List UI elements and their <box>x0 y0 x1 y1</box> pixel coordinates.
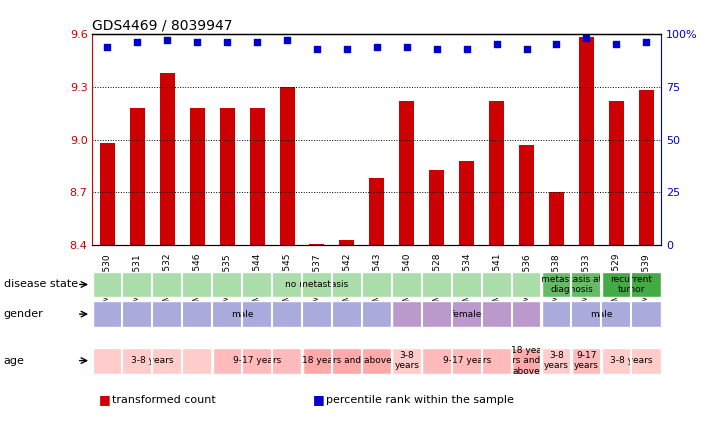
Bar <box>400 101 415 245</box>
FancyBboxPatch shape <box>93 348 212 374</box>
Point <box>581 35 592 41</box>
Bar <box>549 192 564 245</box>
Bar <box>369 179 385 245</box>
Point <box>641 39 652 46</box>
Bar <box>220 108 235 245</box>
Text: 3-8 years: 3-8 years <box>131 356 173 365</box>
Point <box>252 39 263 46</box>
Bar <box>579 37 594 245</box>
Point <box>371 43 383 50</box>
FancyBboxPatch shape <box>542 348 571 374</box>
FancyBboxPatch shape <box>303 348 391 374</box>
Point <box>221 39 232 46</box>
Bar <box>250 108 264 245</box>
Text: ■: ■ <box>313 393 324 406</box>
Text: 3-8
years: 3-8 years <box>544 351 569 370</box>
FancyBboxPatch shape <box>93 272 541 297</box>
Text: no metastasis: no metastasis <box>285 280 348 289</box>
FancyBboxPatch shape <box>213 348 301 374</box>
Point <box>401 43 412 50</box>
Bar <box>429 170 444 245</box>
Point <box>521 45 533 52</box>
Bar <box>279 87 294 245</box>
Text: gender: gender <box>4 309 43 319</box>
FancyBboxPatch shape <box>542 272 601 297</box>
Bar <box>160 73 175 245</box>
Text: disease state: disease state <box>4 280 77 289</box>
FancyBboxPatch shape <box>512 348 541 374</box>
Point <box>431 45 442 52</box>
Text: 18 yea
rs and
above: 18 yea rs and above <box>511 346 542 376</box>
Point <box>132 39 143 46</box>
Bar <box>309 244 324 245</box>
Bar <box>609 101 624 245</box>
Point <box>551 41 562 48</box>
Text: ■: ■ <box>100 393 111 406</box>
Bar <box>519 145 534 245</box>
Text: 9-17 years: 9-17 years <box>233 356 282 365</box>
Text: percentile rank within the sample: percentile rank within the sample <box>326 395 513 405</box>
Point <box>161 37 173 44</box>
Point <box>282 37 293 44</box>
Text: transformed count: transformed count <box>112 395 216 405</box>
Bar <box>130 108 145 245</box>
Bar <box>100 143 115 245</box>
Text: male: male <box>231 310 253 319</box>
Point <box>191 39 203 46</box>
FancyBboxPatch shape <box>602 272 661 297</box>
Text: 9-17
years: 9-17 years <box>574 351 599 370</box>
Bar <box>638 90 653 245</box>
Text: 9-17 years: 9-17 years <box>442 356 491 365</box>
Point <box>311 45 323 52</box>
Bar <box>459 161 474 245</box>
Text: female: female <box>451 310 482 319</box>
Bar <box>190 108 205 245</box>
Point <box>461 45 472 52</box>
Text: metastasis at
diagnosis: metastasis at diagnosis <box>541 275 602 294</box>
FancyBboxPatch shape <box>93 301 391 327</box>
Text: 3-8 years: 3-8 years <box>610 356 653 365</box>
Bar <box>339 240 354 245</box>
FancyBboxPatch shape <box>602 348 661 374</box>
Point <box>611 41 622 48</box>
Text: 3-8
years: 3-8 years <box>395 351 419 370</box>
FancyBboxPatch shape <box>542 301 661 327</box>
Text: recurrent
tumor: recurrent tumor <box>610 275 652 294</box>
Point <box>341 45 353 52</box>
Point <box>491 41 502 48</box>
FancyBboxPatch shape <box>422 348 511 374</box>
Text: 18 years and above: 18 years and above <box>302 356 392 365</box>
FancyBboxPatch shape <box>392 301 541 327</box>
Text: GDS4469 / 8039947: GDS4469 / 8039947 <box>92 19 233 33</box>
FancyBboxPatch shape <box>572 348 601 374</box>
Text: age: age <box>4 356 24 365</box>
Text: male: male <box>590 310 613 319</box>
FancyBboxPatch shape <box>392 348 421 374</box>
Point <box>102 43 113 50</box>
Bar <box>489 101 504 245</box>
